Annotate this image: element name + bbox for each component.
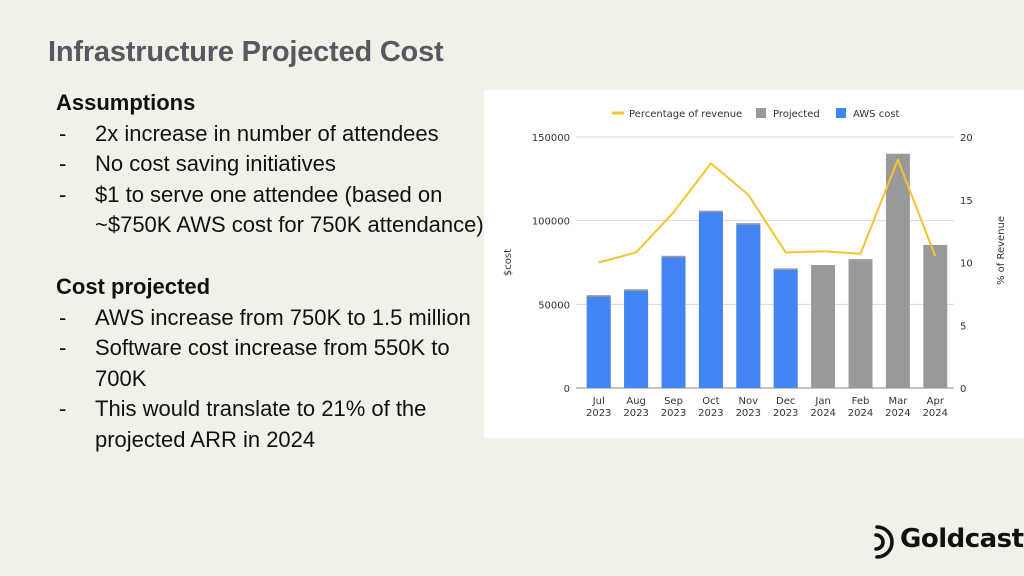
bullet-dash: - — [59, 120, 67, 146]
legend-swatch-projected — [756, 108, 766, 118]
y-right-tick-label: 15 — [960, 196, 973, 207]
list-item: - AWS increase from 750K to 1.5 million — [56, 303, 486, 334]
slide-title: Infrastructure Projected Cost — [48, 36, 444, 68]
x-tick-label: 2023 — [586, 408, 611, 419]
x-tick-label: 2023 — [661, 408, 686, 419]
section-spacer — [56, 241, 486, 272]
bullet-dash: - — [59, 335, 67, 361]
legend-label-percentage: Percentage of revenue — [629, 109, 742, 120]
assumptions-heading: Assumptions — [56, 90, 196, 115]
goldcast-logo-icon — [874, 525, 894, 559]
cost-chart: 0 50000 100000 150000 0 5 10 15 20 $cost % of Reve… — [503, 108, 1007, 419]
legend-label-projected: Projected — [773, 109, 820, 120]
aws-cost-bar — [586, 296, 611, 388]
assumptions-list: - 2x increase in number of attendees - No … — [56, 119, 486, 241]
x-tick-label: 2023 — [736, 408, 761, 419]
x-tick-label: Jan — [814, 396, 830, 407]
list-item: - $1 to serve one attendee (based on ~$75… — [56, 180, 486, 241]
percentage-of-revenue-line — [598, 158, 937, 264]
list-item-text: Software cost increase from 550K to 700K — [95, 335, 450, 391]
x-tick-label: 2023 — [698, 408, 723, 419]
y-right-axis-label: % of Revenue — [996, 216, 1007, 285]
legend-label-aws: AWS cost — [853, 109, 900, 120]
y-right-tick-label: 0 — [960, 384, 966, 395]
list-item: - 2x increase in number of attendees — [56, 119, 486, 150]
y-tick-label: 50000 — [538, 300, 570, 311]
list-item-text: AWS increase from 750K to 1.5 million — [95, 304, 471, 330]
x-tick-label: Jul — [592, 396, 605, 407]
projected-bar — [923, 244, 948, 388]
x-tick-label: 2023 — [773, 408, 798, 419]
x-tick-label: Oct — [702, 396, 719, 407]
list-item-text: This would translate to 21% of the proje… — [95, 396, 427, 452]
aws-cost-bar — [661, 257, 686, 388]
x-tick-label: 2024 — [810, 408, 835, 419]
x-tick-label: 2024 — [848, 408, 873, 419]
list-item: - No cost saving initiatives — [56, 149, 486, 180]
aws-cost-bar — [736, 224, 761, 388]
bullet-dash: - — [59, 181, 67, 207]
y-tick-label: 150000 — [532, 133, 570, 144]
goldcast-logo: Goldcast — [872, 522, 1024, 562]
x-tick-label: Feb — [852, 396, 870, 407]
x-tick-label: 2024 — [885, 408, 910, 419]
x-tick-label: 2024 — [923, 408, 948, 419]
list-item-text: $1 to serve one attendee (based on ~$750… — [95, 181, 484, 238]
projected-bar — [848, 259, 873, 388]
y-right-tick-label: 10 — [960, 259, 973, 270]
aws-cost-bar — [698, 212, 723, 388]
chart-panel: 0 50000 100000 150000 0 5 10 15 20 $cost % of Reve… — [484, 90, 1024, 438]
aws-cost-bar — [624, 290, 649, 388]
x-tick-label: Sep — [664, 396, 683, 407]
logo-wordmark: Goldcast — [900, 524, 1024, 554]
y-axis-label: $cost — [503, 249, 514, 276]
list-item-text: 2x increase in number of attendees — [95, 120, 439, 146]
x-tick-label: Apr — [927, 396, 945, 407]
cost-projected-list: - AWS increase from 750K to 1.5 million -… — [56, 303, 486, 456]
bullet-dash: - — [59, 304, 67, 330]
list-item: - Software cost increase from 550K to 700… — [56, 333, 486, 394]
list-item-text: No cost saving initiatives — [95, 151, 336, 177]
y-tick-label: 100000 — [532, 217, 570, 228]
x-tick-label: 2023 — [623, 408, 648, 419]
y-tick-label: 0 — [564, 384, 570, 395]
projected-bar — [885, 153, 910, 388]
bullet-dash: - — [59, 151, 67, 177]
aws-cost-bar — [773, 270, 798, 388]
list-item: - This would translate to 21% of the proj… — [56, 394, 486, 455]
text-column: Assumptions - 2x increase in number of at… — [56, 88, 486, 456]
x-tick-label: Dec — [776, 396, 795, 407]
y-right-tick-label: 20 — [960, 133, 973, 144]
x-tick-label: Aug — [626, 396, 646, 407]
y-right-tick-label: 5 — [960, 321, 966, 332]
cost-projected-heading: Cost projected — [56, 273, 211, 299]
projected-bar — [811, 265, 836, 388]
legend-swatch-aws — [836, 108, 846, 118]
bullet-dash: - — [59, 396, 67, 422]
x-tick-label: Mar — [888, 396, 908, 407]
x-tick-label: Nov — [739, 396, 759, 407]
